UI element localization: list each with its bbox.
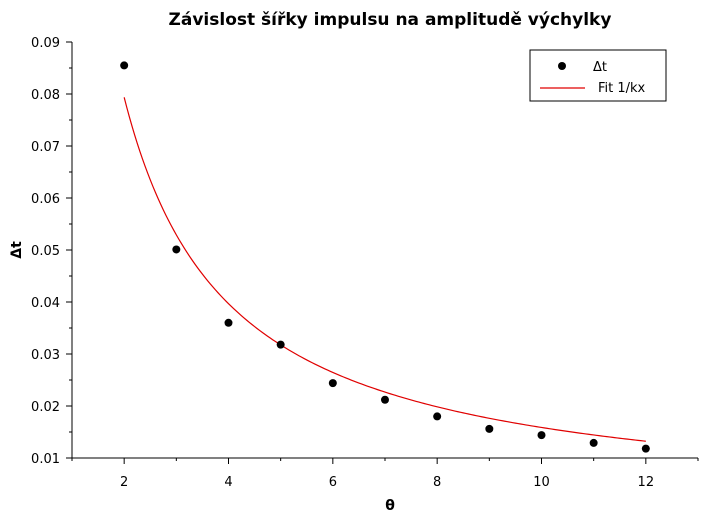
y-tick-label: 0.02 — [31, 400, 60, 415]
data-point — [172, 245, 181, 254]
data-point — [485, 424, 494, 433]
y-tick-label: 0.08 — [31, 88, 60, 103]
legend: Δt Fit 1/kx — [529, 49, 667, 102]
y-tick-label: 0.09 — [31, 36, 60, 51]
x-axis-ticks: 2 4 6 8 10 12 — [71, 458, 699, 490]
fit-curve — [123, 97, 646, 442]
x-tick-label: 6 — [329, 475, 337, 490]
fit-series — [123, 97, 646, 442]
y-tick-label: 0.04 — [31, 296, 60, 311]
legend-marker-points — [558, 62, 566, 70]
y-tick-label: 0.01 — [31, 452, 60, 467]
data-point — [120, 61, 129, 70]
data-point — [224, 318, 233, 327]
x-tick-label: 2 — [120, 475, 128, 490]
data-point — [589, 438, 598, 447]
legend-box — [529, 49, 667, 102]
data-point — [381, 395, 389, 404]
y-tick-label: 0.06 — [31, 192, 60, 207]
data-point — [433, 412, 442, 421]
x-tick-label: 10 — [533, 475, 550, 490]
axes — [71, 42, 698, 459]
y-tick-label: 0.03 — [31, 348, 60, 363]
x-tick-label: 4 — [224, 475, 232, 490]
data-point — [276, 340, 285, 349]
x-tick-label: 8 — [433, 475, 441, 490]
data-series — [120, 61, 650, 453]
x-axis-label: θ — [385, 498, 395, 514]
legend-label-points: Δt — [593, 60, 607, 75]
legend-label-fit: Fit 1/kx — [598, 81, 646, 96]
data-point — [641, 444, 650, 453]
y-axis-label: Δt — [9, 241, 25, 259]
y-tick-label: 0.07 — [31, 140, 60, 155]
y-tick-label: 0.05 — [31, 244, 60, 259]
y-axis-ticks: 0.01 0.02 0.03 0.04 0.05 0.06 0.07 0.08 0.09 — [31, 36, 72, 467]
chart-title: Závislost šířky impulsu na amplitudě výc… — [169, 10, 612, 30]
x-tick-label: 12 — [638, 475, 655, 490]
data-point — [328, 379, 337, 388]
data-point — [537, 431, 546, 440]
